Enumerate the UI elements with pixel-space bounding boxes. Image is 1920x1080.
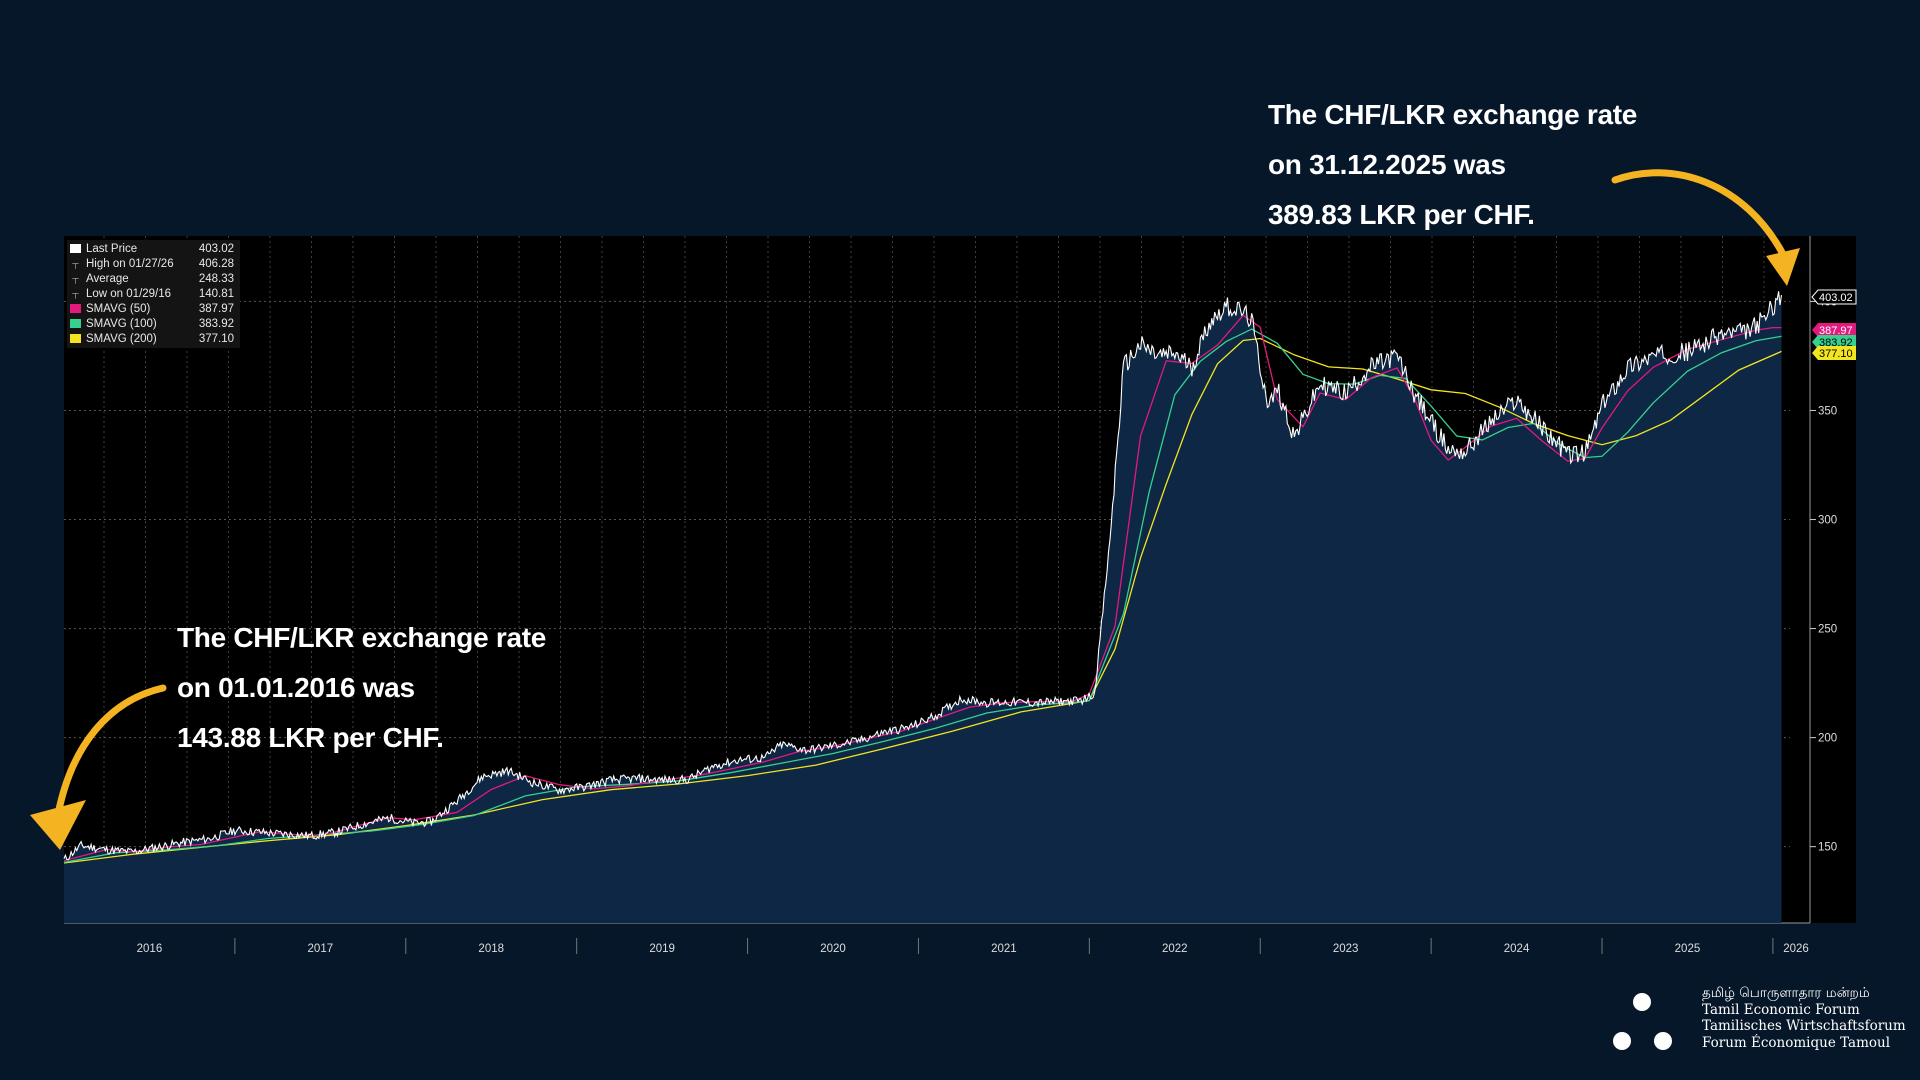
y-ticks: 150200250300350400 — [1810, 296, 1837, 854]
legend-label: SMAVG (200) — [86, 332, 157, 345]
annotation-start-line3: 143.88 LKR per CHF. — [177, 722, 444, 753]
price-tag: 387.97 — [1812, 323, 1856, 337]
legend-item: ┬ Average 248.33 — [67, 271, 240, 286]
legend-swatch-icon — [70, 244, 81, 253]
legend-label: High on 01/27/26 — [86, 257, 174, 270]
annotation-start-line2: on 01.01.2016 was — [177, 672, 415, 703]
price-tag-box — [1812, 335, 1856, 349]
legend-item: SMAVG (200) 377.10 — [67, 331, 240, 346]
annotation-end-line2: on 31.12.2025 was — [1268, 149, 1506, 180]
logo-tamil: தமிழ் பொருளாதார மன்றம் — [1702, 985, 1870, 1001]
legend-tick-icon: ┬ — [72, 273, 79, 283]
x-tick-label: 2020 — [820, 943, 846, 955]
legend-item: SMAVG (100) 383.92 — [67, 316, 240, 331]
y-tick-label: 350 — [1818, 405, 1837, 417]
legend-item: Last Price 403.02 — [67, 241, 240, 256]
arrow-bottom-icon — [53, 684, 167, 824]
price-tag: 403.02 — [1811, 289, 1857, 305]
x-tick-label: 2017 — [308, 943, 334, 955]
price-tag-label: 403.02 — [1819, 292, 1853, 304]
legend-tick-icon: ┬ — [72, 288, 79, 298]
price-area — [64, 291, 1782, 923]
price-line-group — [63, 291, 1783, 861]
legend-label: Average — [86, 272, 129, 285]
logo-dot-icon — [1613, 1032, 1631, 1050]
legend-label: Last Price — [86, 242, 138, 255]
arrow-top-icon — [1611, 169, 1789, 262]
price-tag: 377.10 — [1812, 346, 1856, 360]
x-tick-label: 2021 — [991, 943, 1017, 955]
arrow-bottom-head-icon — [30, 800, 86, 850]
x-tick-label: 2024 — [1504, 943, 1530, 955]
x-tick-label: 2025 — [1675, 943, 1701, 955]
annotation-start: The CHF/LKR exchange rate on 01.01.2016 … — [177, 613, 546, 763]
y-tick-label: 200 — [1818, 733, 1837, 745]
legend-item: ┬ High on 01/27/26 406.28 — [67, 256, 240, 271]
legend-value: 377.10 — [198, 332, 234, 345]
x-tick-label: 2019 — [649, 943, 675, 955]
x-tick-label: 2023 — [1333, 943, 1359, 955]
legend-label: Low on 01/29/16 — [86, 287, 172, 300]
arrows — [30, 169, 1800, 850]
legend-swatch-icon — [70, 319, 81, 328]
price-tag-label: 387.97 — [1819, 325, 1853, 337]
logo-dot-icon — [1633, 993, 1651, 1011]
x-tick-label: 2018 — [478, 943, 504, 955]
price-area-fill — [64, 291, 1782, 923]
legend-value: 406.28 — [198, 257, 234, 270]
legend-item: SMAVG (50) 387.97 — [67, 301, 240, 316]
x-tick-label: 2026 — [1783, 943, 1809, 955]
legend-tick-icon: ┬ — [72, 258, 79, 268]
annotation-end-line3: 389.83 LKR per CHF. — [1268, 199, 1535, 230]
legend-value: 140.81 — [198, 287, 234, 300]
price-tag-box — [1812, 346, 1856, 360]
legend-swatch-icon — [70, 304, 81, 313]
arrow-top-head-icon — [1766, 248, 1800, 286]
price-tag-box — [1812, 323, 1856, 337]
y-tick-label: 150 — [1818, 842, 1837, 854]
x-tick-label: 2016 — [137, 943, 163, 955]
price-tag-label: 377.10 — [1819, 348, 1853, 360]
legend-label: SMAVG (50) — [86, 302, 151, 315]
legend-swatch-icon — [70, 334, 81, 343]
legend-item: ┬ Low on 01/29/16 140.81 — [67, 286, 240, 301]
logo-text: தமிழ் பொருளாதார மன்றம் Tamil Economic Fo… — [1702, 985, 1906, 1051]
legend-value: 387.97 — [198, 302, 234, 315]
logo-french: Forum Économique Tamoul — [1702, 1034, 1891, 1051]
price-tag-box — [1811, 289, 1857, 305]
x-ticks: 2016 2017 2018 2019 2020 2021 2022 2023 2024 2025… — [137, 938, 1809, 955]
annotation-start-line1: The CHF/LKR exchange rate — [177, 622, 547, 653]
legend-value: 383.92 — [198, 317, 234, 330]
logo-german: Tamilisches Wirtschaftsforum — [1702, 1018, 1906, 1034]
x-tick-label: 2022 — [1162, 943, 1188, 955]
logo-english: Tamil Economic Forum — [1702, 1001, 1860, 1018]
annotation-end-line1: The CHF/LKR exchange rate — [1268, 99, 1638, 130]
legend-value: 248.33 — [198, 272, 234, 285]
legend-label: SMAVG (100) — [86, 317, 157, 330]
sma200-line — [63, 337, 1782, 864]
y-tick-label: 250 — [1818, 624, 1837, 636]
logo-dot-icon — [1654, 1032, 1672, 1050]
price-line — [63, 291, 1783, 861]
y-tick-label: 300 — [1818, 515, 1837, 527]
chart-legend: Last Price 403.02 ┬ High on 01/27/26 406.28 ┬… — [67, 240, 240, 348]
legend-value: 403.02 — [198, 242, 234, 255]
annotation-end: The CHF/LKR exchange rate on 31.12.2025 … — [1268, 90, 1637, 240]
